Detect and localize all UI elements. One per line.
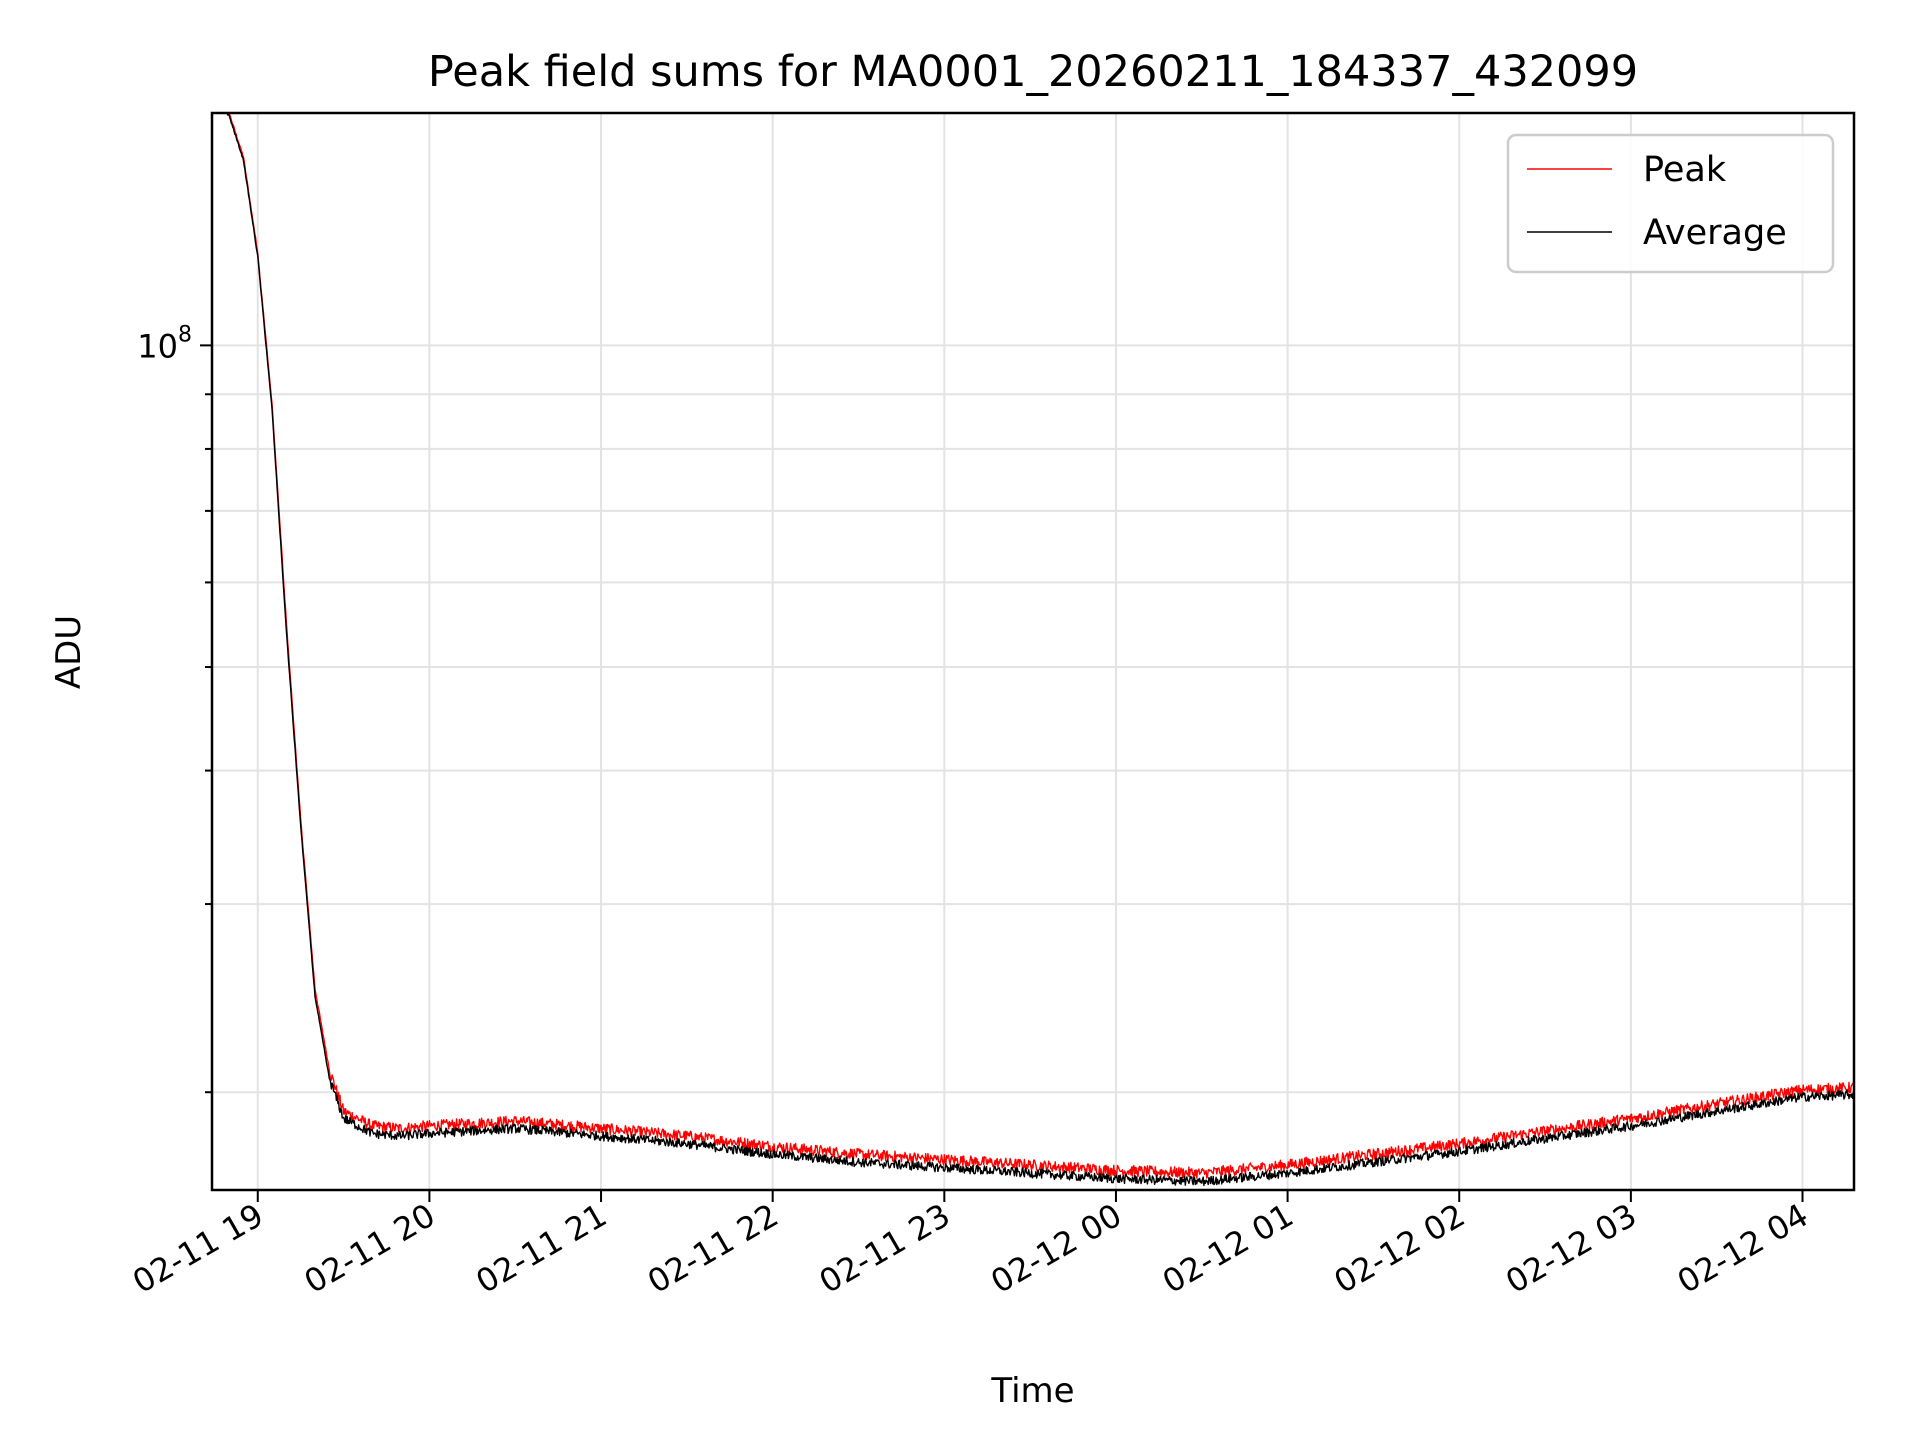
legend-label-average: Average <box>1643 213 1787 253</box>
grid <box>212 113 1854 1190</box>
series-line-average <box>225 113 1854 1187</box>
series-line-peak <box>228 113 1854 1180</box>
plot-frame <box>210 111 1856 1192</box>
legend: Peak Average <box>1506 133 1835 274</box>
legend-label-peak: Peak <box>1643 150 1727 190</box>
y-tick-label: 108 <box>137 322 192 365</box>
x-axis-label: Time <box>990 1371 1074 1411</box>
y-axis: 108 <box>137 322 212 1094</box>
series-layer <box>225 113 1854 1187</box>
y-axis-label: ADU <box>49 615 89 689</box>
chart-title: Peak field sums for MA0001_20260211_1843… <box>428 47 1638 97</box>
